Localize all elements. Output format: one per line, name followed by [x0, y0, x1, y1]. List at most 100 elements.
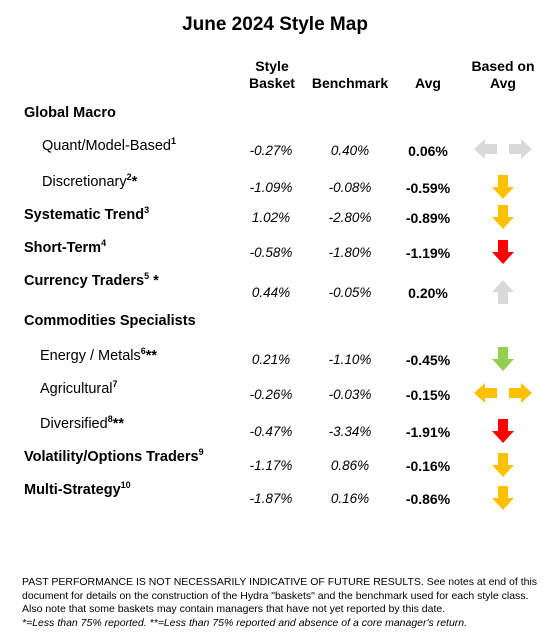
- row-label-text: Discretionary: [42, 174, 127, 190]
- avg-value: 0.06%: [408, 143, 448, 159]
- row-label: Short-Term4: [24, 238, 107, 257]
- footnote-ref: 8: [107, 414, 113, 424]
- footnote-ref: 4: [101, 238, 107, 248]
- row-label: Volatility/Options Traders9: [24, 447, 204, 466]
- benchmark-value: -0.08%: [328, 180, 372, 195]
- reporting-mark: *: [131, 174, 138, 190]
- style-basket-value: -1.09%: [249, 180, 293, 195]
- row-label-text: Systematic Trend: [24, 207, 145, 223]
- style-basket-value: -0.58%: [249, 245, 293, 260]
- style-basket-value: -1.17%: [249, 458, 293, 473]
- trend-indicator: [492, 175, 514, 204]
- row-label: Quant/Model-Based1: [42, 136, 176, 155]
- trend-indicator: [474, 382, 532, 409]
- row-label-text: Diversified: [40, 416, 108, 432]
- row-label-text: Multi-Strategy: [24, 482, 121, 498]
- row-label: Diversified8**: [40, 414, 124, 433]
- trend-indicator: [492, 419, 514, 448]
- avg-value: -1.19%: [405, 245, 451, 261]
- trend-indicator: [492, 486, 514, 515]
- row-label-text: Agricultural: [40, 381, 113, 397]
- style-basket-value: 0.21%: [251, 352, 291, 367]
- row-label-text: Volatility/Options Traders: [24, 449, 199, 465]
- row-label: Agricultural7: [40, 379, 118, 398]
- col-header-benchmark: Benchmark: [311, 75, 389, 91]
- trend-indicator: [492, 280, 514, 309]
- avg-value: -0.16%: [405, 458, 451, 474]
- benchmark-value: -3.34%: [328, 424, 372, 439]
- left-right-arrow-icon: [474, 139, 532, 159]
- footnote-ref: 7: [112, 379, 118, 389]
- table-row: Energy / Metals6** 0.21% -1.10% -0.45%: [0, 0, 550, 371]
- trend-indicator: [492, 205, 514, 234]
- footnote-ref: 6: [140, 346, 146, 356]
- col-header-avg: Avg: [415, 75, 441, 91]
- benchmark-value: 0.16%: [330, 491, 370, 506]
- style-basket-value: 1.02%: [251, 210, 291, 225]
- style-basket-value: 0.44%: [251, 285, 291, 300]
- trend-indicator: [492, 347, 514, 376]
- table-row: Multi-Strategy10 -1.87% 0.16% -0.86%: [0, 0, 550, 510]
- trend-indicator: [474, 138, 532, 165]
- row-label-text: Short-Term: [24, 240, 102, 256]
- down-arrow-icon: [492, 486, 514, 510]
- footnote-legend: *=Less than 75% reported. **=Less than 7…: [22, 616, 468, 629]
- footnote-ref: 10: [120, 480, 131, 490]
- footnote-ref: 2: [126, 172, 132, 182]
- benchmark-value: -1.80%: [328, 245, 372, 260]
- style-basket-value: -1.87%: [249, 491, 293, 506]
- row-label: Currency Traders5 *: [24, 271, 159, 290]
- table-row: Discretionary2* -1.09% -0.08% -0.59%: [0, 0, 550, 199]
- row-label-text: Energy / Metals: [40, 348, 141, 364]
- row-label: Multi-Strategy10: [24, 480, 131, 499]
- footnote-ref: 1: [170, 136, 176, 146]
- up-arrow-icon: [492, 280, 514, 304]
- avg-value: -0.15%: [405, 387, 451, 403]
- down-arrow-icon: [492, 453, 514, 477]
- footnote-ref: 9: [198, 447, 204, 457]
- table-row: Volatility/Options Traders9 -1.17% 0.86% -0…: [0, 0, 550, 477]
- avg-value: -0.86%: [405, 491, 451, 507]
- style-basket-value: -0.47%: [249, 424, 293, 439]
- reporting-mark: *: [149, 273, 159, 289]
- trend-indicator: [492, 453, 514, 482]
- benchmark-value: 0.86%: [330, 458, 370, 473]
- table-row: Short-Term4 -0.58% -1.80% -1.19%: [0, 0, 550, 264]
- avg-value: -1.91%: [405, 424, 451, 440]
- col-header-based-on-avg: Based on Avg: [471, 58, 535, 91]
- avg-value: -0.89%: [405, 210, 451, 226]
- left-right-arrow-icon: [474, 383, 532, 403]
- table-row: Systematic Trend3 1.02% -2.80% -0.89%: [0, 0, 550, 229]
- trend-indicator: [492, 240, 514, 269]
- benchmark-value: -2.80%: [328, 210, 372, 225]
- table-row: Agricultural7 -0.26% -0.03% -0.15%: [0, 0, 550, 403]
- row-label-text: Quant/Model-Based: [42, 138, 171, 154]
- avg-value: -0.59%: [405, 180, 451, 196]
- page-title: June 2024 Style Map: [182, 14, 368, 35]
- section-global-macro: Global Macro: [24, 105, 116, 121]
- table-row: Quant/Model-Based1 -0.27% 0.40% 0.06%: [0, 0, 550, 159]
- footnote-ref: 5: [144, 271, 150, 281]
- down-arrow-icon: [492, 240, 514, 264]
- benchmark-value: -0.05%: [328, 285, 372, 300]
- row-label: Discretionary2*: [42, 172, 138, 191]
- col-header-style-basket: Style Basket: [249, 58, 295, 91]
- reporting-mark: **: [145, 348, 158, 364]
- avg-value: -0.45%: [405, 352, 451, 368]
- footnote: PAST PERFORMANCE IS NOT NECESSARILY INDI…: [22, 576, 542, 630]
- benchmark-value: -0.03%: [328, 387, 372, 402]
- benchmark-value: -1.10%: [328, 352, 372, 367]
- down-arrow-icon: [492, 419, 514, 443]
- row-label: Energy / Metals6**: [40, 346, 158, 365]
- down-arrow-icon: [492, 205, 514, 229]
- row-label-text: Currency Traders: [24, 273, 145, 289]
- footnote-disclaimer: PAST PERFORMANCE IS NOT NECESSARILY INDI…: [22, 576, 538, 615]
- row-label: Systematic Trend3: [24, 205, 150, 224]
- table-row: Currency Traders5 * 0.44% -0.05% 0.20%: [0, 0, 550, 304]
- down-arrow-icon: [492, 175, 514, 199]
- footnote-ref: 3: [144, 205, 150, 215]
- down-arrow-icon: [492, 347, 514, 371]
- benchmark-value: 0.40%: [330, 143, 370, 158]
- style-basket-value: -0.26%: [249, 387, 293, 402]
- avg-value: 0.20%: [408, 285, 448, 301]
